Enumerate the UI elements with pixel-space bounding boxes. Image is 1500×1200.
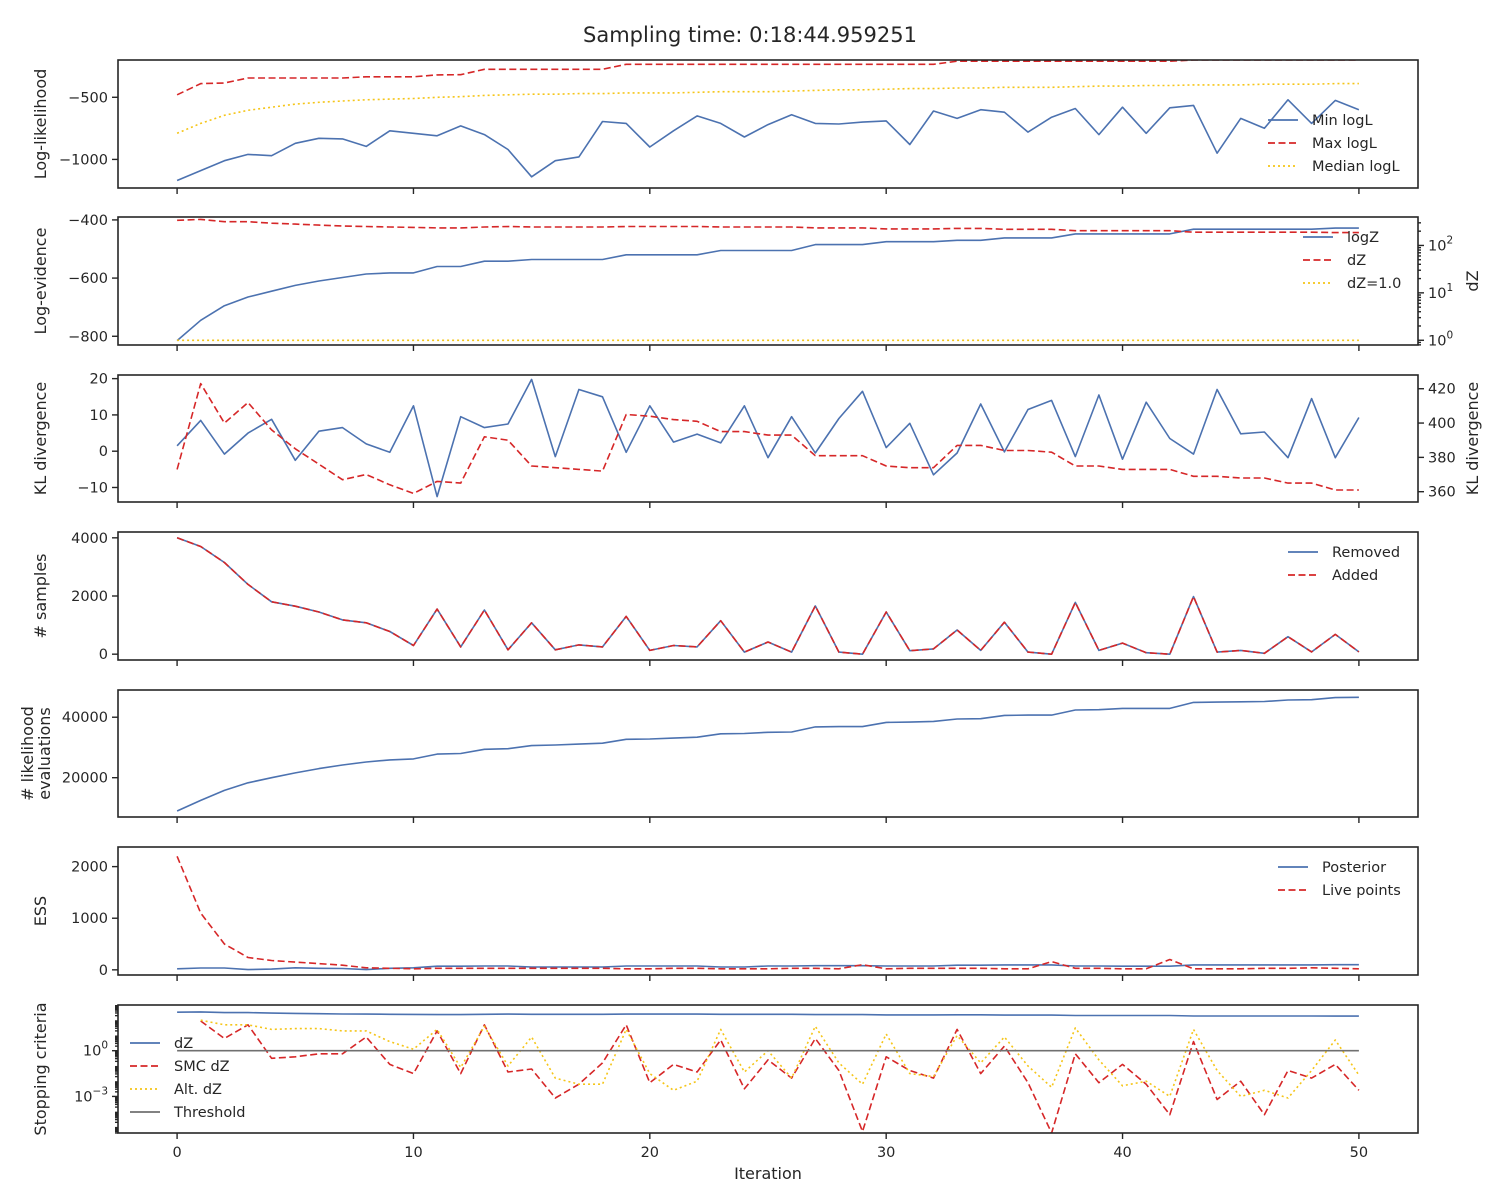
legend: logZ dZ dZ=1.0 (1303, 230, 1401, 292)
panel-5: 40000 20000 # likelihoodevaluations (18, 689, 1419, 823)
legend-label: Max logL (1312, 136, 1377, 152)
series-group (176, 855, 1359, 971)
series-line-2 (176, 382, 1359, 495)
legend: Min logL Max logL Median logL (1268, 113, 1400, 175)
panel-3: 20 10 0 −10 420 400 380 360 KL divergence KL dive… (31, 372, 1482, 508)
legend: dZ SMC dZ Alt. dZ Threshold (130, 1036, 245, 1121)
y-right-tick-label: 420 (1428, 382, 1456, 398)
series-live-points (176, 855, 1359, 970)
legend-label: SMC dZ (174, 1059, 230, 1075)
axes-frame (117, 59, 1419, 189)
series-smc-dz (200, 1020, 1360, 1133)
y-tick-label: 0 (99, 963, 108, 979)
y-tick-label: 0 (99, 444, 108, 460)
y-axis-label: Log-likelihood (31, 69, 50, 180)
series-group (176, 537, 1360, 655)
y-tick-label: 10 (90, 408, 108, 424)
legend-label: Threshold (173, 1105, 245, 1121)
y-axis-label: Stopping criteria (31, 1002, 50, 1135)
y-tick-label: 10−3 (74, 1085, 108, 1105)
y-right-tick-label: 400 (1428, 416, 1456, 432)
series-max-logl (176, 60, 1359, 96)
y-tick-label: −800 (68, 329, 108, 345)
y-tick-label: −1000 (59, 152, 108, 168)
y-right-tick-label: 380 (1428, 450, 1456, 466)
legend-label: logZ (1347, 230, 1379, 246)
legend: Removed Added (1288, 545, 1400, 584)
y-right-tick-label: 102 (1428, 234, 1453, 254)
figure-suptitle: Sampling time: 0:18:44.959251 (583, 23, 917, 47)
x-tick-label: 10 (404, 1145, 422, 1161)
legend: Posterior Live points (1278, 860, 1401, 899)
series-min-logl (176, 99, 1360, 182)
x-tick-label: 30 (877, 1145, 895, 1161)
y-tick-label: −400 (68, 213, 108, 229)
y-axis-label: # likelihoodevaluations (18, 706, 54, 801)
x-tick-label: 40 (1113, 1145, 1131, 1161)
y-tick-label: −600 (68, 271, 108, 287)
panel-6: 2000 1000 0 ESS Posterior Live points (31, 846, 1419, 981)
legend-label: Live points (1322, 883, 1401, 899)
legend-label: dZ (1347, 253, 1366, 269)
x-tick-label: 20 (641, 1145, 659, 1161)
y-axis-label: Log-evidence (31, 228, 50, 335)
y-tick-label: 2000 (71, 589, 108, 605)
series-group (176, 60, 1360, 182)
y-right-axis-label: KL divergence (1463, 382, 1482, 495)
legend-label: dZ=1.0 (1347, 276, 1401, 292)
x-axis-label: Iteration (734, 1164, 802, 1183)
y-axis-label: ESS (31, 896, 50, 926)
legend-label: Posterior (1322, 860, 1386, 876)
series-alt-dz (200, 1019, 1360, 1099)
legend-label: Added (1332, 568, 1378, 584)
series-group (176, 218, 1359, 342)
legend-label: Removed (1332, 545, 1400, 561)
y-axis-label: # samples (31, 554, 50, 639)
y-tick-label: 40000 (62, 710, 108, 726)
legend-label: Min logL (1312, 113, 1373, 129)
x-tick-label: 50 (1350, 1145, 1368, 1161)
y-tick-label: 2000 (71, 860, 108, 876)
series-median-logl (176, 82, 1359, 135)
axes-frame (117, 846, 1419, 976)
series-group (176, 378, 1360, 498)
series-dz (177, 218, 1359, 234)
axes-frame (117, 689, 1419, 818)
series-dz (177, 1011, 1359, 1017)
series-group (176, 696, 1359, 812)
y-tick-label: 100 (83, 1040, 108, 1060)
y-right-tick-label: 360 (1428, 485, 1456, 501)
series-line-1 (176, 696, 1359, 812)
y-tick-label: −10 (77, 480, 108, 496)
y-tick-label: 20 (90, 372, 108, 388)
series-group (177, 1011, 1360, 1133)
series-line-1 (176, 378, 1360, 498)
series-logz (176, 227, 1359, 342)
y-tick-label: 20000 (62, 771, 108, 787)
axes-frame (117, 216, 1419, 346)
y-tick-label: −500 (68, 90, 108, 106)
panel-7: 0 10 20 30 40 50 100 10−3 Stopping criteria dZ SMC… (31, 1002, 1419, 1161)
panel-4: 4000 2000 0 # samples Removed Added (31, 531, 1419, 666)
y-right-tick-label: 101 (1428, 282, 1453, 302)
x-tick-label: 0 (172, 1145, 181, 1161)
legend-label: Median logL (1312, 159, 1400, 175)
y-tick-label: 4000 (71, 531, 108, 547)
y-right-tick-label: 100 (1428, 329, 1453, 349)
legend-label: Alt. dZ (174, 1082, 222, 1098)
y-right-axis-label: dZ (1463, 270, 1482, 291)
y-axis-label: KL divergence (31, 382, 50, 495)
panel-2: −400 −600 −800 100 101 102 dZ Log-evidence logZ d… (31, 213, 1482, 351)
legend-label: dZ (174, 1036, 193, 1052)
series-posterior (177, 963, 1359, 971)
y-tick-label: 1000 (71, 911, 108, 927)
y-tick-label: 0 (99, 647, 108, 663)
axes-frame (117, 374, 1419, 503)
series-added (176, 537, 1360, 655)
